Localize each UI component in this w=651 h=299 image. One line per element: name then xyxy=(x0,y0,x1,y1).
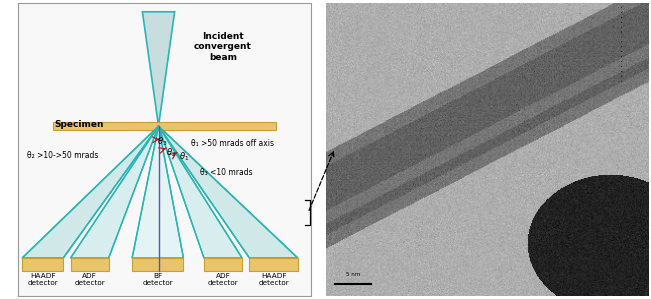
Text: BF
detector: BF detector xyxy=(143,274,173,286)
Polygon shape xyxy=(22,126,158,258)
Text: ADF
detector: ADF detector xyxy=(208,274,238,286)
Polygon shape xyxy=(132,126,184,258)
Text: Incident
convergent
beam: Incident convergent beam xyxy=(194,32,252,62)
Polygon shape xyxy=(143,12,174,126)
Polygon shape xyxy=(158,126,242,258)
Bar xyxy=(132,258,184,271)
Polygon shape xyxy=(70,126,158,258)
Bar xyxy=(53,122,276,130)
Text: HAADF
detector: HAADF detector xyxy=(27,274,58,286)
Text: Specimen: Specimen xyxy=(55,120,104,129)
Bar xyxy=(22,258,63,271)
Text: $\theta_3$: $\theta_3$ xyxy=(157,136,167,148)
Text: θ₂ >10->50 mrads: θ₂ >10->50 mrads xyxy=(27,151,98,160)
Text: θ₃ <10 mrads: θ₃ <10 mrads xyxy=(200,168,252,177)
Text: 5 nm: 5 nm xyxy=(346,272,360,277)
Bar xyxy=(249,258,298,271)
Text: ADF
detector: ADF detector xyxy=(74,274,105,286)
Polygon shape xyxy=(158,126,298,258)
Bar xyxy=(204,258,242,271)
Text: HAADF
detector: HAADF detector xyxy=(258,274,289,286)
Text: $\theta_1$: $\theta_1$ xyxy=(179,150,189,163)
Bar xyxy=(70,258,109,271)
Text: $\theta_2$: $\theta_2$ xyxy=(165,147,176,159)
Text: θ₁ >50 mrads off axis: θ₁ >50 mrads off axis xyxy=(191,139,274,148)
